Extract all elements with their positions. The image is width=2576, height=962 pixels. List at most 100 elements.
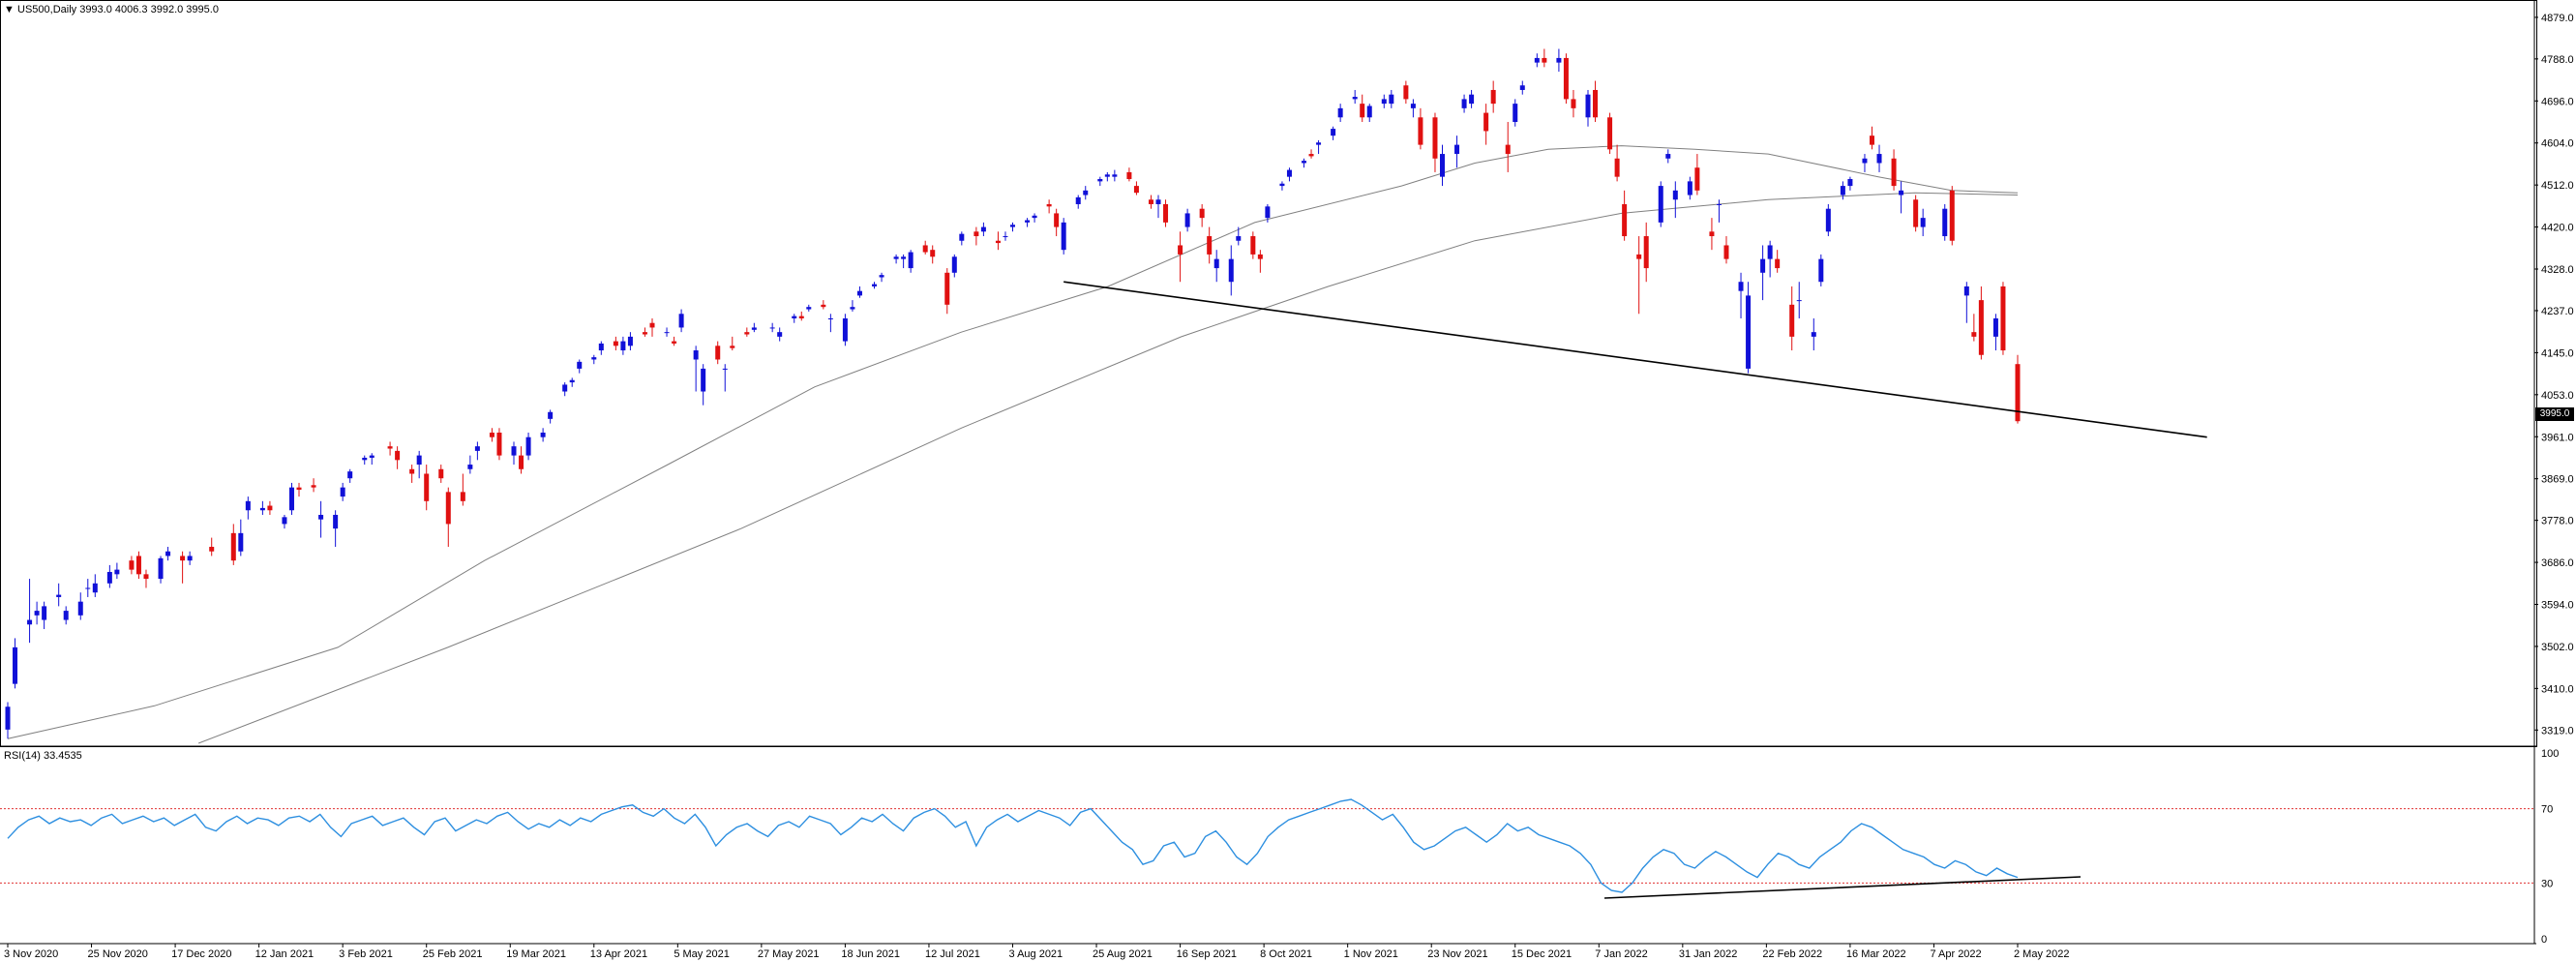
bull-candle bbox=[1942, 203, 1948, 241]
candle-body bbox=[1571, 99, 1576, 108]
bear-candle bbox=[267, 500, 273, 515]
bull-candle bbox=[1286, 167, 1292, 182]
candle-body bbox=[129, 560, 135, 570]
candle-body bbox=[1184, 213, 1190, 227]
bull-candle bbox=[42, 601, 47, 629]
candle-body bbox=[944, 272, 950, 305]
date-tick-label: 25 Feb 2021 bbox=[423, 948, 483, 960]
bull-candle bbox=[792, 314, 797, 323]
bear-candle bbox=[1308, 149, 1314, 159]
bull-candle bbox=[1738, 272, 1744, 318]
bull-candle bbox=[1410, 99, 1416, 118]
bull-candle bbox=[664, 327, 670, 337]
candle-body bbox=[642, 332, 647, 335]
bull-candle bbox=[474, 441, 480, 461]
bear-candle bbox=[821, 300, 826, 310]
bull-candle bbox=[158, 556, 164, 584]
price-tick-label: 3778.0 bbox=[2541, 516, 2574, 527]
candle-body bbox=[1163, 203, 1169, 223]
bull-candle bbox=[1876, 144, 1882, 172]
candle-body bbox=[158, 557, 164, 580]
bull-candle bbox=[85, 579, 91, 597]
candle-body bbox=[1207, 236, 1213, 255]
bull-candle bbox=[1811, 317, 1816, 351]
candle-body bbox=[1010, 225, 1015, 227]
candle-body bbox=[1658, 186, 1663, 223]
bear-candle bbox=[489, 428, 494, 442]
bull-candle bbox=[777, 327, 783, 342]
candle-body bbox=[1469, 94, 1475, 105]
candle-body bbox=[1796, 300, 1802, 302]
candle-body bbox=[1025, 220, 1031, 223]
bull-candle bbox=[1920, 208, 1926, 237]
candle-body bbox=[627, 336, 633, 346]
candle-body bbox=[1723, 245, 1729, 259]
bear-candle bbox=[1775, 250, 1781, 273]
bear-candle bbox=[1593, 80, 1599, 123]
candle-body bbox=[959, 233, 965, 241]
candle-body bbox=[1250, 236, 1256, 255]
bear-candle bbox=[1709, 218, 1715, 251]
candle-body bbox=[2000, 286, 2006, 351]
support-trendline bbox=[1063, 281, 2207, 438]
candle-body bbox=[1133, 186, 1139, 194]
candle-body bbox=[1978, 300, 1984, 355]
candle-body bbox=[1519, 85, 1525, 90]
bear-candle bbox=[2015, 354, 2021, 424]
candle-body bbox=[540, 433, 546, 437]
candle-body bbox=[42, 606, 47, 620]
candle-body bbox=[1178, 245, 1183, 255]
bear-candle bbox=[143, 569, 149, 588]
date-tick-label: 1 Nov 2021 bbox=[1344, 948, 1398, 960]
bull-candle bbox=[114, 562, 120, 580]
date-tick-label: 19 Mar 2021 bbox=[506, 948, 566, 960]
bear-candle bbox=[1360, 94, 1365, 123]
moving-averages bbox=[7, 145, 2019, 744]
bull-candle bbox=[1381, 94, 1387, 108]
candle-body bbox=[1585, 94, 1591, 118]
bull-candle bbox=[1672, 181, 1678, 219]
candle-body bbox=[1556, 57, 1562, 63]
bear-candle bbox=[1257, 250, 1263, 273]
candle-body bbox=[1308, 154, 1314, 157]
bear-candle bbox=[460, 473, 465, 506]
bear-candle bbox=[424, 465, 430, 511]
bear-candle bbox=[1971, 314, 1977, 342]
bull-candle bbox=[850, 300, 855, 312]
bull-candle bbox=[1519, 80, 1525, 95]
bull-candle bbox=[856, 286, 862, 298]
candle-body bbox=[1352, 97, 1358, 100]
date-tick-label: 12 Jul 2021 bbox=[925, 948, 980, 960]
bear-candle bbox=[311, 478, 316, 493]
candle-body bbox=[1032, 215, 1037, 219]
bear-candle bbox=[730, 336, 735, 351]
bull-candle bbox=[347, 468, 353, 483]
bear-candle bbox=[1046, 199, 1052, 214]
rsi-header: RSI(14) 33.4535 bbox=[4, 750, 82, 762]
bull-candle bbox=[77, 592, 83, 620]
price-tick-label: 4053.0 bbox=[2541, 390, 2574, 402]
bull-candle bbox=[1097, 176, 1103, 187]
date-tick-label: 16 Mar 2022 bbox=[1846, 948, 1906, 960]
candle-body bbox=[1316, 142, 1322, 145]
bull-candle bbox=[1389, 89, 1394, 108]
candle-body bbox=[1746, 295, 1752, 369]
bear-candle bbox=[1636, 236, 1642, 315]
bull-candle bbox=[1302, 158, 1307, 168]
bull-candle bbox=[1010, 222, 1015, 232]
menu-marker-icon[interactable]: ▼ bbox=[4, 4, 15, 15]
bull-candle bbox=[282, 514, 287, 529]
bull-candle bbox=[1352, 89, 1358, 105]
bull-candle bbox=[562, 382, 568, 397]
bear-candle bbox=[798, 311, 804, 321]
bear-candle bbox=[1949, 186, 1955, 246]
bull-candle bbox=[598, 341, 604, 355]
candle-body bbox=[77, 601, 83, 616]
bull-candle bbox=[288, 482, 294, 515]
candle-body bbox=[1410, 104, 1416, 108]
candle-body bbox=[562, 384, 568, 392]
bear-candle bbox=[1148, 195, 1153, 209]
bear-candle bbox=[519, 446, 524, 474]
bear-candle bbox=[1126, 167, 1132, 182]
candle-body bbox=[92, 583, 98, 593]
